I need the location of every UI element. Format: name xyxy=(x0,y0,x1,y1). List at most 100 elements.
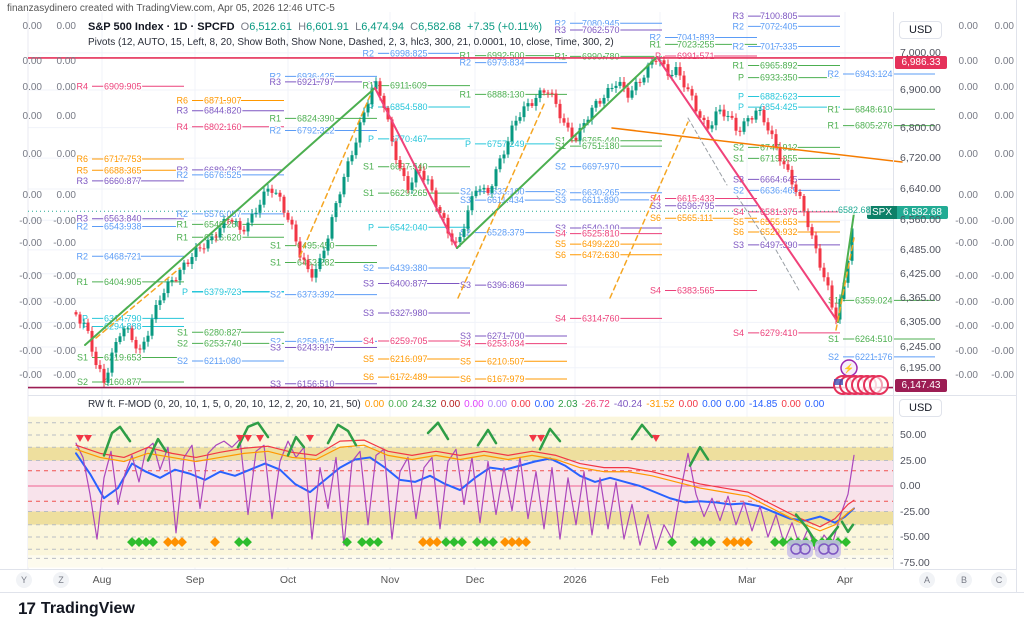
pivot-label: R2 xyxy=(649,33,661,43)
pivot-label: S4 xyxy=(650,285,661,295)
candle-body xyxy=(314,269,318,278)
corner-button-y[interactable]: Y xyxy=(16,572,32,588)
pivot-label: S5 xyxy=(733,217,744,227)
pivot-price: 6848.610 xyxy=(855,104,893,114)
diamond-marker-orange xyxy=(722,537,732,548)
pivot-label: R1 xyxy=(176,232,188,242)
main-currency-button[interactable]: USD xyxy=(899,21,943,39)
oscillator-title[interactable]: RW ft. F-MOD (0, 20, 10, 1, 5, 0, 20, 10… xyxy=(88,399,361,410)
pivot-price: 6717.753 xyxy=(104,154,142,164)
pivot-label: S2 xyxy=(555,162,566,172)
candle-body xyxy=(146,335,150,342)
zero-value-label: 0.00 xyxy=(994,190,1014,201)
zero-value-label: 0.00 xyxy=(994,56,1014,67)
candle-body xyxy=(790,169,794,185)
pivot-label: R2 xyxy=(76,222,88,232)
candle-body xyxy=(718,109,722,112)
symbol-legend[interactable]: S&P 500 Index · 1D · SPCFD O6,512.61 H6,… xyxy=(88,21,542,33)
osc-green-segment xyxy=(630,423,654,441)
pivot-price: 6404.905 xyxy=(104,277,142,287)
pivot-price: 7080.945 xyxy=(582,18,620,28)
pivot-price: 6697.970 xyxy=(582,162,620,172)
candle-body xyxy=(210,236,214,241)
diamond-marker-green xyxy=(480,537,490,548)
diamond-marker-green xyxy=(488,537,498,548)
flag-ring-icon xyxy=(869,375,889,395)
candle-body xyxy=(594,100,598,108)
pivot-label: R1 xyxy=(649,39,661,49)
pivot-label: S1 xyxy=(828,334,839,344)
oscillator-tick: 25.00 xyxy=(900,454,927,467)
candle-body xyxy=(98,365,102,369)
candle-body xyxy=(730,115,734,118)
month-label-dec: Dec xyxy=(465,574,485,586)
pivot-label: P xyxy=(738,91,744,101)
zero-value-label: 0.00 xyxy=(22,190,42,201)
pivot-price: 6965.892 xyxy=(760,61,798,71)
candle-body xyxy=(686,87,690,90)
pane-divider[interactable] xyxy=(28,395,1016,396)
candle-body xyxy=(402,167,406,177)
diamond-marker-orange xyxy=(432,537,442,548)
diamond-marker-orange xyxy=(500,537,510,548)
triangle-marker xyxy=(306,435,314,443)
candle-body xyxy=(766,122,770,131)
oscillator-value: 24.32 xyxy=(411,399,437,410)
corner-button-c[interactable]: C xyxy=(991,572,1007,588)
oscillator-legend[interactable]: RW ft. F-MOD (0, 20, 10, 1, 5, 0, 20, 10… xyxy=(88,399,832,410)
price-tick: 6,800.00 xyxy=(900,121,941,134)
candle-body xyxy=(182,262,186,270)
zero-value-label: -0.00 xyxy=(991,271,1014,282)
zero-value-label: -0.00 xyxy=(53,297,76,308)
candle-body xyxy=(490,186,494,193)
pivot-label: P xyxy=(82,313,88,323)
candle-body xyxy=(754,110,758,120)
zero-value-label: 0.00 xyxy=(958,21,978,32)
pivots-indicator-legend[interactable]: Pivots (12, AUTO, 15, Left, 8, 20, Show … xyxy=(88,37,614,48)
indicator-currency-button[interactable]: USD xyxy=(899,399,943,417)
oscillator-value: 0.00 xyxy=(534,399,555,410)
zero-value-label: -0.00 xyxy=(955,297,978,308)
corner-button-z[interactable]: Z xyxy=(53,572,69,588)
pivot-price: 6871.907 xyxy=(204,96,242,106)
candle-body xyxy=(74,312,78,315)
flag-blue-corner xyxy=(834,379,843,385)
candle-body xyxy=(454,241,458,243)
corner-button-a[interactable]: A xyxy=(919,572,935,588)
price-axis-divider[interactable] xyxy=(893,12,894,570)
open-label: O xyxy=(240,21,250,33)
pivot-label: S2 xyxy=(270,290,281,300)
pivot-label: R2 xyxy=(459,58,471,68)
symbol-title[interactable]: S&P 500 Index · 1D · SPCFD xyxy=(88,21,235,33)
pivot-label: P xyxy=(368,102,374,112)
candle-body xyxy=(642,77,646,83)
candle-body xyxy=(478,189,482,191)
change-value: +7.35 (+0.11%) xyxy=(467,21,543,33)
pivot-price: 6468.721 xyxy=(104,251,142,261)
pivot-price: 6990.780 xyxy=(582,51,620,61)
osc-green-segment xyxy=(426,421,450,441)
candle-body xyxy=(774,134,778,148)
candle-body xyxy=(782,161,786,165)
zero-value-label: 0.00 xyxy=(56,149,76,160)
watermark: finanzasydinero created with TradingView… xyxy=(7,3,335,14)
pivot-label: R2 xyxy=(269,71,281,81)
candle-body xyxy=(726,115,730,117)
candle-body xyxy=(398,160,402,168)
pivot-price: 7100.805 xyxy=(760,11,798,21)
diamond-marker-green xyxy=(690,537,700,548)
low-value: 6,474.94 xyxy=(361,21,405,33)
osc-green-segment xyxy=(840,520,855,534)
pivot-label: S4 xyxy=(555,229,566,239)
candle-body xyxy=(826,277,830,286)
candle-body xyxy=(446,217,450,234)
corner-button-b[interactable]: B xyxy=(956,572,972,588)
pivot-price: 6998.825 xyxy=(390,48,428,58)
candle-body xyxy=(242,229,246,232)
tradingview-logo[interactable]: 17 TradingView xyxy=(18,599,135,619)
pivot-price: 6660.877 xyxy=(104,176,142,186)
candle-body xyxy=(506,141,510,155)
pivot-price: 6973.834 xyxy=(487,58,525,68)
pivot-price: 6824.390 xyxy=(297,113,335,123)
